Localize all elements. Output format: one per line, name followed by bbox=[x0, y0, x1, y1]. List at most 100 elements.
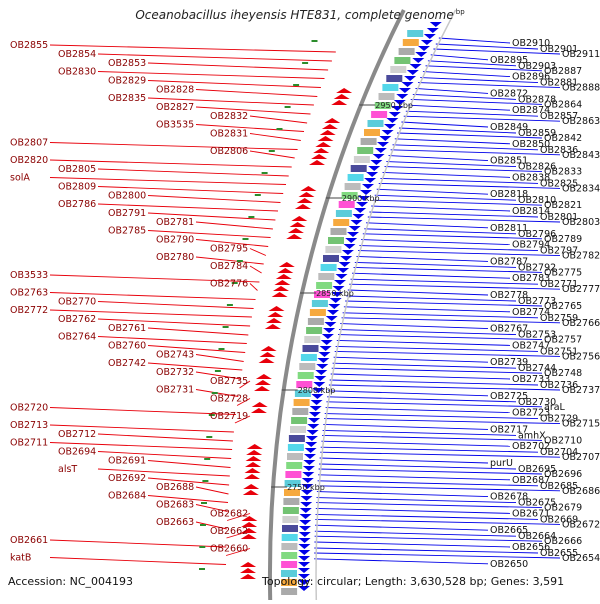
forward-gene-connector bbox=[195, 486, 229, 495]
reverse-strand-cds bbox=[298, 538, 311, 543]
reverse-strand-cds bbox=[325, 316, 338, 321]
forward-strand-cds bbox=[246, 444, 263, 449]
reverse-gene-connector bbox=[394, 138, 511, 145]
forward-gene-connector bbox=[195, 124, 305, 132]
forward-gene-connector bbox=[236, 398, 251, 406]
feature-block bbox=[297, 372, 314, 379]
reverse-gene-connector bbox=[405, 110, 539, 117]
reverse-gene-connector bbox=[332, 362, 517, 369]
forward-gene-connector bbox=[195, 256, 264, 265]
feature-block bbox=[287, 444, 304, 451]
reverse-gene-connector bbox=[330, 373, 511, 380]
feature-block bbox=[282, 507, 299, 514]
reverse-gene-label: OB2686 bbox=[562, 486, 600, 497]
feature-block bbox=[307, 318, 324, 325]
forward-strand-cds bbox=[324, 118, 341, 123]
reverse-strand-cds bbox=[404, 76, 417, 81]
backbone-circle bbox=[267, 9, 406, 601]
forward-gene-connector bbox=[249, 150, 295, 159]
reverse-strand-cds bbox=[381, 130, 394, 135]
forward-strand-cds bbox=[267, 312, 284, 317]
forward-gene-connector bbox=[49, 557, 227, 565]
forward-gene-connector bbox=[147, 477, 230, 486]
title-unit: bp bbox=[455, 8, 465, 16]
forward-gene-connector bbox=[97, 336, 247, 344]
feature-block bbox=[347, 174, 364, 181]
reverse-strand-cds bbox=[338, 262, 351, 267]
reverse-gene-label: OB2702 bbox=[512, 441, 550, 452]
feature-block bbox=[299, 363, 316, 370]
forward-strand-cds bbox=[246, 450, 263, 455]
feature-block bbox=[281, 588, 298, 595]
feature-block bbox=[302, 345, 319, 352]
reverse-gene-label: OB2664 bbox=[518, 531, 556, 542]
tick-mark bbox=[268, 150, 275, 152]
reverse-gene-connector bbox=[314, 541, 511, 548]
feature-block bbox=[320, 264, 337, 271]
forward-gene-label: OB2827 bbox=[156, 102, 194, 113]
reverse-gene-connector bbox=[331, 367, 543, 374]
forward-gene-label: OB2735 bbox=[210, 376, 248, 387]
forward-gene-connector bbox=[49, 44, 336, 53]
reverse-gene-label: OB2896 bbox=[512, 72, 550, 83]
reverse-strand-cds bbox=[298, 550, 311, 555]
reverse-gene-connector bbox=[342, 312, 539, 319]
reverse-strand-cds bbox=[364, 178, 377, 183]
reverse-gene-connector bbox=[396, 132, 543, 139]
forward-strand-cds bbox=[240, 528, 257, 533]
tick-mark bbox=[214, 370, 221, 372]
feature-block bbox=[333, 219, 350, 226]
reverse-strand-cds bbox=[415, 52, 428, 57]
forward-gene-label: OB2663 bbox=[156, 517, 194, 528]
reverse-strand-cds bbox=[315, 370, 328, 375]
reverse-gene-connector bbox=[386, 161, 517, 168]
forward-strand-cds bbox=[251, 402, 268, 407]
forward-gene-label: OB2805 bbox=[58, 164, 96, 175]
forward-gene-label: OB2807 bbox=[10, 138, 48, 149]
forward-strand-cds bbox=[296, 198, 313, 203]
reverse-gene-connector bbox=[435, 43, 539, 50]
forward-gene-label: OB2761 bbox=[108, 323, 146, 334]
forward-gene-connector bbox=[49, 177, 287, 185]
tick-mark bbox=[248, 216, 255, 218]
forward-strand-cds bbox=[243, 484, 260, 489]
reverse-gene-label: OB2767 bbox=[490, 324, 528, 335]
forward-gene-label: OB2809 bbox=[58, 182, 96, 193]
feature-block bbox=[394, 57, 411, 64]
forward-gene-label: OB2776 bbox=[210, 279, 248, 290]
reverse-strand-cds bbox=[324, 322, 337, 327]
forward-gene-label: OB2770 bbox=[58, 297, 96, 308]
reverse-gene-connector bbox=[327, 390, 489, 397]
reverse-strand-cds bbox=[298, 568, 310, 573]
feature-block bbox=[371, 111, 388, 118]
reverse-gene-connector bbox=[345, 300, 543, 307]
forward-gene-connector bbox=[49, 424, 234, 433]
forward-gene-label: OB2760 bbox=[108, 341, 146, 352]
reverse-gene-label: OB2777 bbox=[562, 284, 600, 295]
reverse-strand-cds bbox=[301, 490, 313, 495]
tick-mark bbox=[231, 282, 238, 284]
forward-gene-connector bbox=[97, 318, 251, 327]
genome-summary: Topology: circular; Length: 3,630,528 bp… bbox=[262, 575, 565, 588]
forward-gene-connector bbox=[195, 354, 244, 362]
reverse-gene-label: OB2850 bbox=[512, 139, 550, 150]
reverse-gene-connector bbox=[433, 48, 561, 55]
tick-mark bbox=[202, 480, 209, 482]
reverse-gene-label: OB2864 bbox=[544, 99, 582, 110]
reverse-gene-label: OB2710 bbox=[544, 435, 582, 446]
reverse-strand-cds bbox=[331, 292, 344, 297]
forward-gene-connector bbox=[147, 97, 314, 106]
forward-gene-connector bbox=[147, 230, 271, 238]
reverse-gene-label: OB2765 bbox=[544, 301, 582, 312]
forward-strand-cds bbox=[244, 468, 261, 473]
reverse-gene-connector bbox=[350, 278, 539, 285]
reverse-gene-label: OB2775 bbox=[544, 267, 582, 278]
reverse-strand-cds bbox=[299, 508, 312, 513]
tick-mark bbox=[261, 172, 268, 174]
reverse-gene-connector bbox=[427, 60, 517, 67]
reverse-strand-cds bbox=[327, 310, 339, 315]
feature-block bbox=[293, 399, 310, 406]
reverse-gene-connector bbox=[314, 558, 489, 565]
forward-strand-cds bbox=[244, 474, 260, 479]
